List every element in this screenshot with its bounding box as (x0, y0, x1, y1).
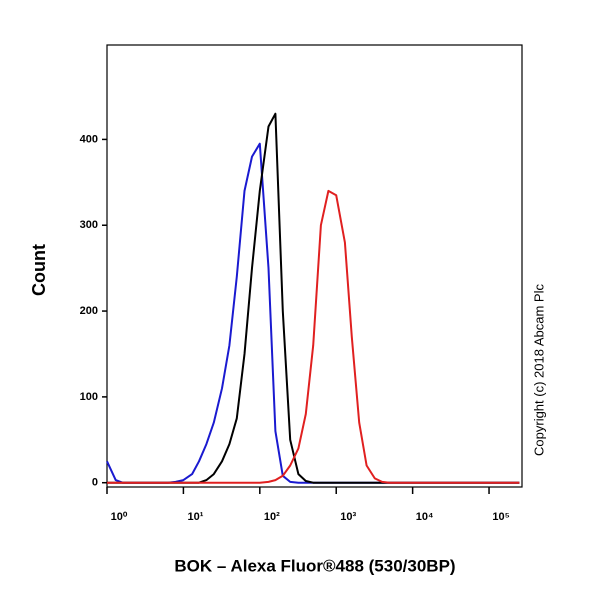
x-tick-label: 10⁴ (416, 511, 434, 523)
copyright: Copyright (c) 2018 Abcam Plc (531, 284, 546, 456)
x-tick-label: 10⁵ (492, 511, 509, 523)
x-tick-label: 10³ (340, 511, 356, 523)
y-tick-label: 0 (92, 477, 98, 489)
y-tick-label: 300 (80, 219, 98, 231)
histogram-line (107, 112, 520, 484)
y-axis-label: Count (29, 244, 49, 296)
x-tick-label: 10⁰ (111, 511, 128, 523)
histogram-line (106, 142, 520, 484)
x-tick-label: 10² (264, 511, 280, 523)
histogram-line (107, 189, 520, 484)
y-tick-label: 200 (80, 305, 98, 317)
y-tick-label: 400 (80, 133, 98, 145)
y-tick-label: 100 (80, 391, 98, 403)
x-tick-label: 10¹ (187, 511, 203, 523)
plot-frame (106, 44, 523, 488)
x-axis-label: BOK – Alexa Fluor®488 (530/30BP) (174, 556, 455, 575)
